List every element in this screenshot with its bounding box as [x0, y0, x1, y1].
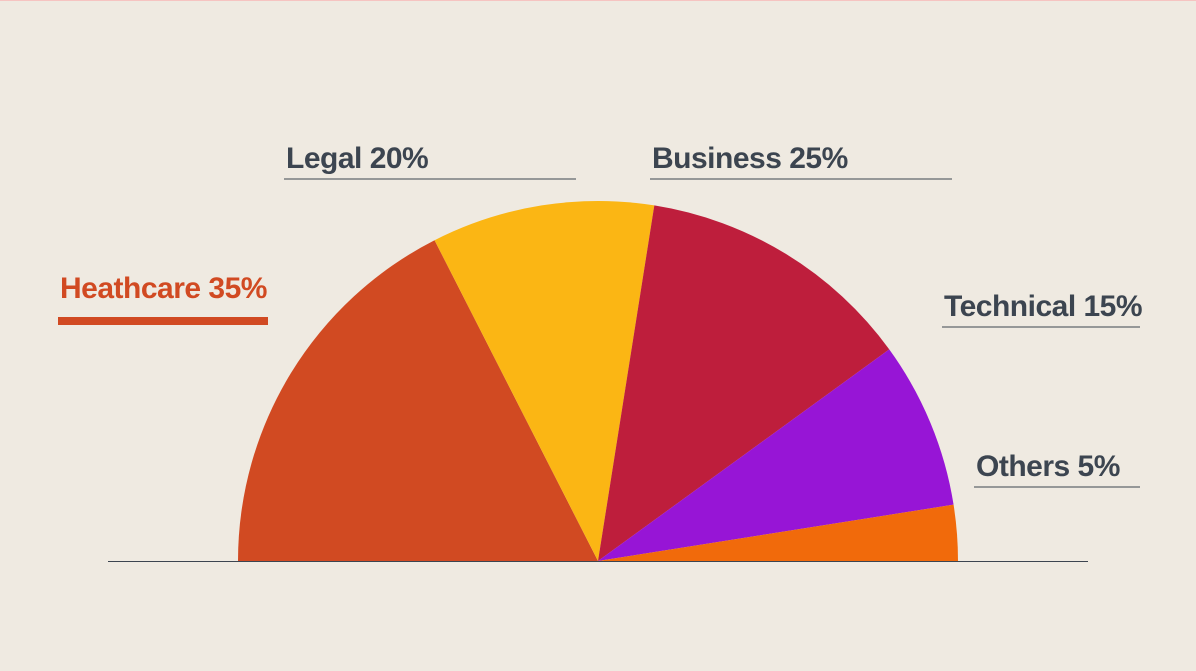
label-legal: Legal 20%: [286, 143, 428, 175]
chart-svg: [0, 1, 1196, 671]
label-business: Business 25%: [652, 143, 848, 175]
label-technical: Technical 15%: [944, 291, 1142, 323]
label-healthcare: Heathcare 35%: [60, 273, 267, 305]
half-pie-chart: Heathcare 35% Legal 20% Business 25% Techni…: [0, 0, 1196, 671]
label-others: Others 5%: [976, 451, 1120, 483]
